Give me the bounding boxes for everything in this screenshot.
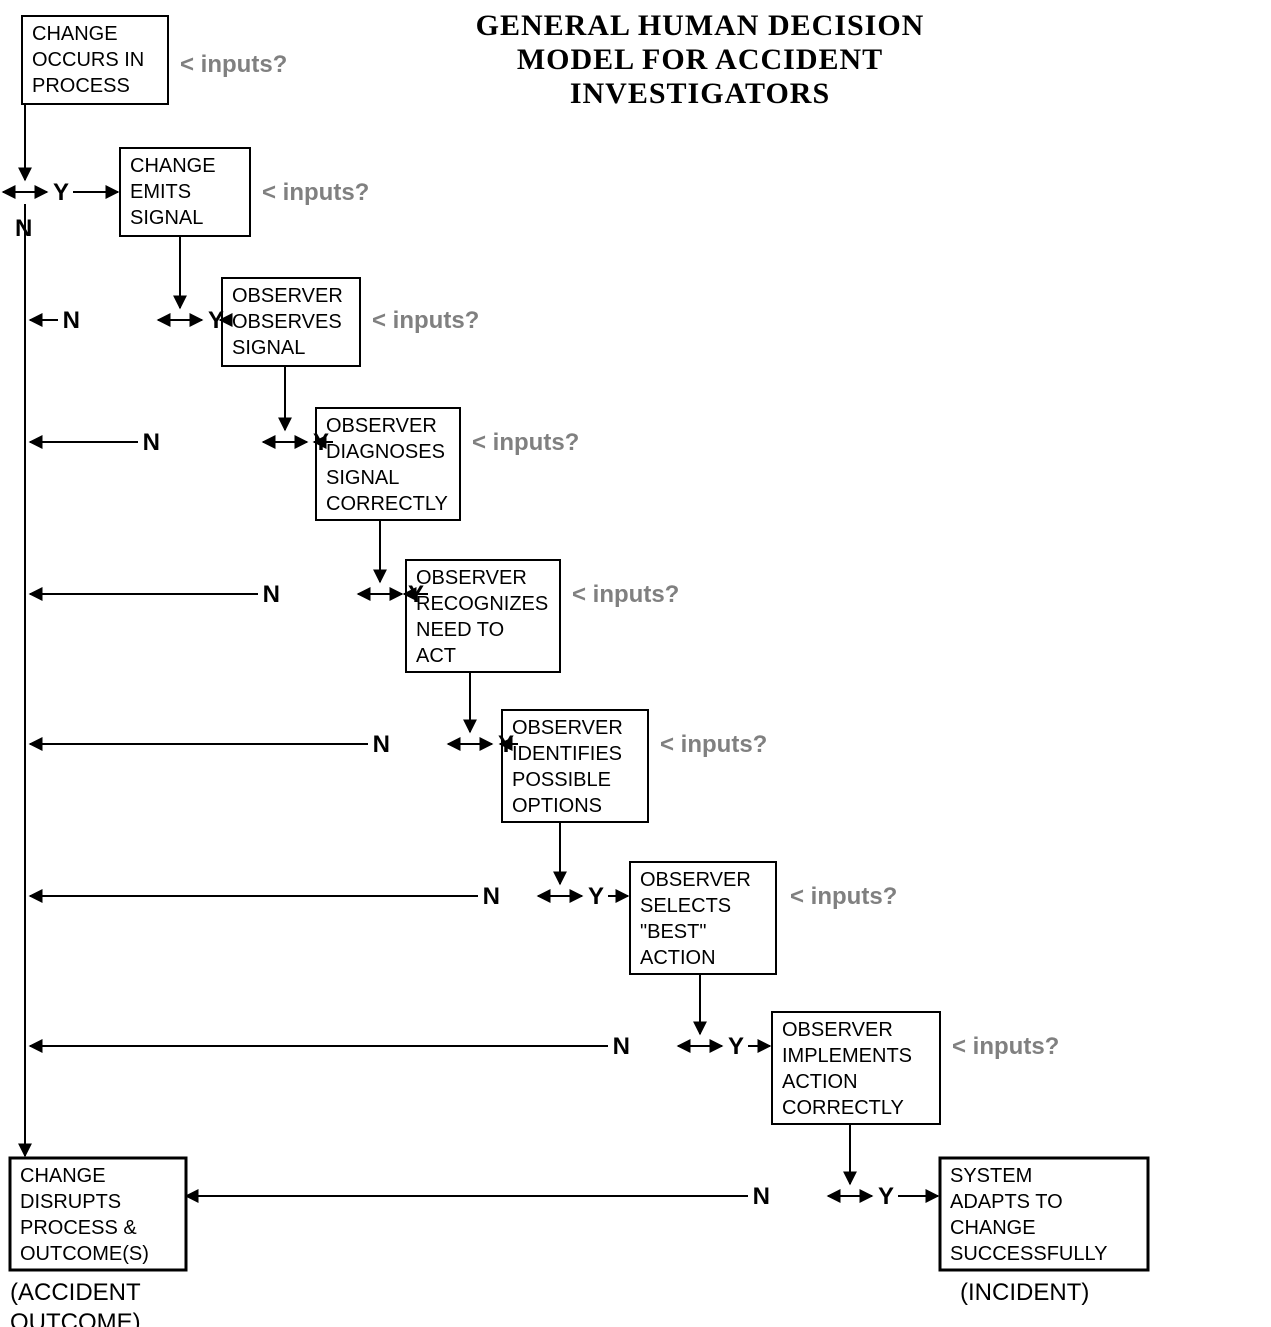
inputs-label: < inputs? <box>262 179 369 206</box>
node-text: OBSERVER <box>782 1019 893 1041</box>
inputs-label: < inputs? <box>660 731 767 758</box>
node-n2: CHANGE EMITS SIGNAL < inputs? <box>120 148 369 236</box>
n-label: N <box>15 215 32 242</box>
node-text: SIGNAL <box>130 207 203 229</box>
title-line: INVESTIGATORS <box>570 77 830 110</box>
node-text: "BEST" <box>640 921 706 943</box>
node-text: EMITS <box>130 181 191 203</box>
inputs-label: < inputs? <box>180 51 287 78</box>
outcome-accident: OUTCOME) <box>10 1309 141 1327</box>
title-line: GENERAL HUMAN DECISION <box>476 9 925 42</box>
node-n5: OBSERVER RECOGNIZES NEED TO ACT < inputs? <box>406 560 679 672</box>
node-text: RECOGNIZES <box>416 593 548 615</box>
node-text: SIGNAL <box>326 467 399 489</box>
node-text: CHANGE <box>130 155 216 177</box>
n-label: N <box>63 307 80 334</box>
n-label: N <box>263 581 280 608</box>
outcome-accident: (ACCIDENT <box>10 1279 141 1306</box>
node-text: ACT <box>416 645 456 667</box>
node-text: ADAPTS TO <box>950 1191 1063 1213</box>
node-n8: OBSERVER IMPLEMENTS ACTION CORRECTLY < input… <box>772 1012 1059 1124</box>
node-text: CORRECTLY <box>782 1097 904 1119</box>
n-label: N <box>483 883 500 910</box>
n-label: N <box>373 731 390 758</box>
y-label: Y <box>878 1183 894 1210</box>
inputs-label: < inputs? <box>572 581 679 608</box>
node-n10: CHANGE DISRUPTS PROCESS & OUTCOME(S) <box>10 1158 186 1270</box>
outcome-incident: (INCIDENT) <box>960 1279 1089 1306</box>
node-text: SELECTS <box>640 895 731 917</box>
y-label: Y <box>53 179 69 206</box>
node-text: OUTCOME(S) <box>20 1243 149 1265</box>
node-n4: OBSERVER DIAGNOSES SIGNAL CORRECTLY < inputs… <box>316 408 579 520</box>
decision-flowchart: GENERAL HUMAN DECISIONMODEL FOR ACCIDENT… <box>0 0 1271 1327</box>
node-text: NEED TO <box>416 619 504 641</box>
node-text: OBSERVER <box>232 285 343 307</box>
title: GENERAL HUMAN DECISIONMODEL FOR ACCIDENT… <box>476 9 925 110</box>
node-text: ACTION <box>640 947 716 969</box>
y-label: Y <box>588 883 604 910</box>
inputs-label: < inputs? <box>372 307 479 334</box>
node-text: IDENTIFIES <box>512 743 622 765</box>
node-text: IMPLEMENTS <box>782 1045 912 1067</box>
node-text: DIAGNOSES <box>326 441 445 463</box>
node-text: SUCCESSFULLY <box>950 1243 1107 1265</box>
node-text: PROCESS <box>32 75 130 97</box>
inputs-label: < inputs? <box>472 429 579 456</box>
node-text: PROCESS & <box>20 1217 137 1239</box>
node-n7: OBSERVER SELECTS "BEST" ACTION < inputs? <box>630 862 897 974</box>
node-text: OBSERVER <box>640 869 751 891</box>
node-n1: CHANGE OCCURS IN PROCESS < inputs? <box>22 16 287 104</box>
node-text: SIGNAL <box>232 337 305 359</box>
node-text: ACTION <box>782 1071 858 1093</box>
inputs-label: < inputs? <box>952 1033 1059 1060</box>
node-n9: SYSTEM ADAPTS TO CHANGE SUCCESSFULLY <box>940 1158 1148 1270</box>
n-label: N <box>753 1183 770 1210</box>
node-text: OCCURS IN <box>32 49 144 71</box>
node-text: OBSERVER <box>512 717 623 739</box>
inputs-label: < inputs? <box>790 883 897 910</box>
node-text: POSSIBLE <box>512 769 611 791</box>
y-label: Y <box>728 1033 744 1060</box>
node-text: OBSERVER <box>416 567 527 589</box>
node-text: CHANGE <box>950 1217 1036 1239</box>
node-text: CHANGE <box>20 1165 106 1187</box>
node-text: OBSERVER <box>326 415 437 437</box>
node-text: OPTIONS <box>512 795 602 817</box>
n-label: N <box>143 429 160 456</box>
node-text: OBSERVES <box>232 311 342 333</box>
node-text: CHANGE <box>32 23 118 45</box>
node-text: SYSTEM <box>950 1165 1032 1187</box>
node-text: DISRUPTS <box>20 1191 121 1213</box>
node-text: CORRECTLY <box>326 493 448 515</box>
title-line: MODEL FOR ACCIDENT <box>517 43 883 76</box>
node-n3: OBSERVER OBSERVES SIGNAL < inputs? <box>222 278 479 366</box>
n-label: N <box>613 1033 630 1060</box>
node-n6: OBSERVER IDENTIFIES POSSIBLE OPTIONS < input… <box>502 710 767 822</box>
